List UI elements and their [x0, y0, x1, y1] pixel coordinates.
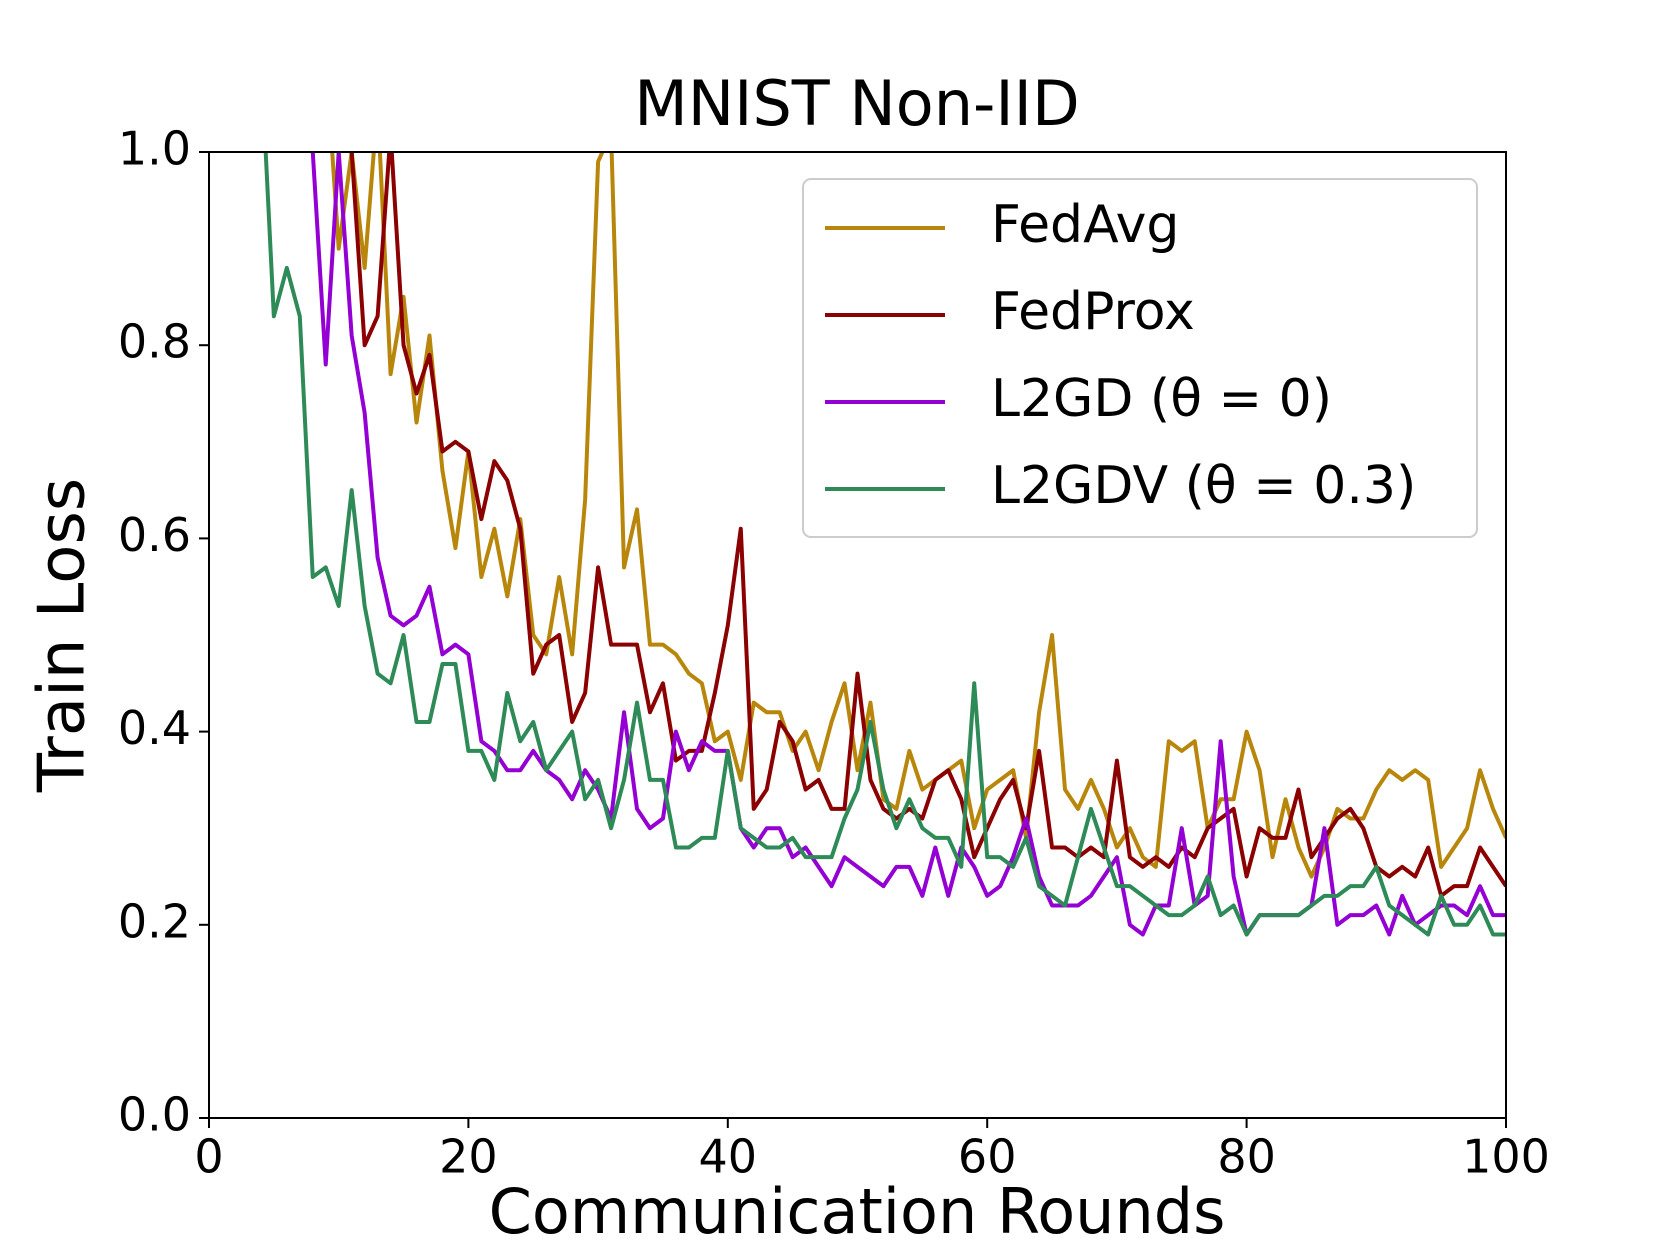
x-tick-label: 100: [1462, 1130, 1550, 1184]
y-tick-label: 1.0: [118, 122, 191, 176]
x-tick-label: 0: [194, 1130, 223, 1184]
plot-lines: [263, 152, 1506, 937]
y-tick-label: 0.4: [118, 701, 191, 755]
y-tick-label: 0.8: [118, 315, 191, 369]
legend-frame: [802, 178, 1478, 538]
x-tick-label: 40: [699, 1130, 758, 1184]
x-axis-label: Communication Rounds: [489, 1175, 1226, 1246]
legend-label: FedProx: [991, 282, 1195, 342]
plot-frame: [208, 151, 1507, 1119]
legend-label: FedAvg: [991, 195, 1179, 255]
legend-label: L2GD (θ = 0): [991, 369, 1332, 429]
series-line: [263, 152, 1506, 937]
y-tick-label: 0.6: [118, 508, 191, 562]
series-line: [349, 152, 1506, 898]
x-tick-label: 80: [1217, 1130, 1276, 1184]
legend-label: L2GDV (θ = 0.3): [991, 456, 1416, 516]
x-tick-label: 60: [958, 1130, 1017, 1184]
y-tick-label: 0.2: [118, 894, 191, 948]
chart-title: MNIST Non-IID: [634, 67, 1079, 140]
x-tick-label: 20: [439, 1130, 498, 1184]
y-axis-label: Train Loss: [26, 478, 100, 793]
legend: FedAvg FedProx L2GD (θ = 0) L2GDV (θ = 0.3): [802, 178, 1478, 538]
y-tick-label: 0.0: [118, 1088, 191, 1142]
